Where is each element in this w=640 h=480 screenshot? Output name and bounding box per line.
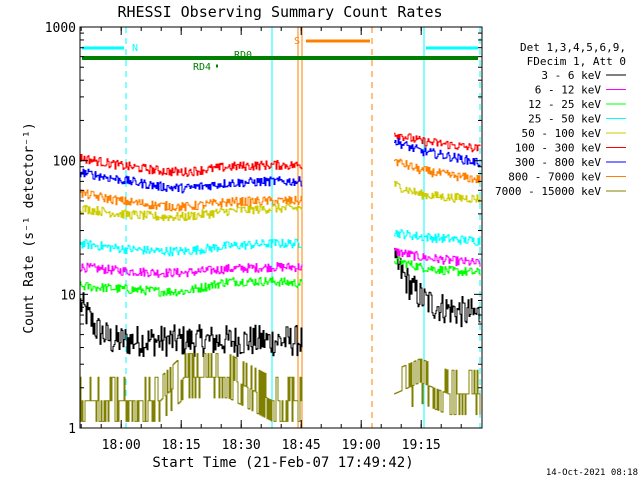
series-line-50-100-kev-0 <box>80 203 303 222</box>
legend-label-25-50-kev: 25 - 50 keV <box>528 113 601 126</box>
legend-label-6-12-kev: 6 - 12 keV <box>535 84 602 97</box>
state-bar-label-n: N <box>132 43 138 54</box>
y-tick-label: 100 <box>53 155 76 170</box>
x-tick-label: 18:15 <box>162 438 201 453</box>
series-line-25-50-kev-0 <box>80 238 303 257</box>
state-bar-label-s: S <box>294 36 300 47</box>
series-line-100-300-kev-1 <box>394 132 481 153</box>
y-tick-label: 1000 <box>45 21 76 36</box>
y-tick-label: 1 <box>68 422 76 437</box>
series-line-25-50-kev-1 <box>394 229 481 246</box>
series-line-300-800-kev-0 <box>80 168 303 194</box>
chart-title: RHESSI Observing Summary Count Rates <box>117 3 442 21</box>
series-line-100-300-kev-0 <box>80 154 303 177</box>
legend-label-300-800-kev: 300 - 800 keV <box>515 156 601 169</box>
x-tick-label: 18:45 <box>282 438 321 453</box>
legend-label-3-6-kev: 3 - 6 keV <box>541 69 601 82</box>
series-line-50-100-kev-1 <box>394 180 481 203</box>
series-line-3-6-kev-0 <box>80 292 303 357</box>
series-line-3-6-kev-1 <box>394 248 481 328</box>
x-axis-label: Start Time (21-Feb-07 17:49:42) <box>152 455 413 471</box>
x-tick-label: 19:00 <box>342 438 381 453</box>
timestamp: 14-Oct-2021 08:18 <box>546 468 638 478</box>
series-line-800-7000-kev-0 <box>80 189 303 212</box>
series-line-7000-15000-kev-1 <box>394 358 481 416</box>
y-tick-label: 10 <box>60 288 76 303</box>
legend-label-100-300-kev: 100 - 300 keV <box>515 142 601 155</box>
y-axis-label: Count Rate (s⁻¹ detector⁻¹) <box>22 122 37 333</box>
legend-header-line: FDecim 1, Att 0 <box>527 55 626 68</box>
series-line-6-12-kev-0 <box>80 262 303 278</box>
x-tick-label: 19:15 <box>402 438 441 453</box>
legend-header-line: Det 1,3,4,5,6,9, <box>520 41 626 54</box>
series-line-12-25-kev-1 <box>394 256 481 277</box>
series-line-6-12-kev-1 <box>394 247 481 267</box>
series-line-800-7000-kev-1 <box>394 158 481 184</box>
legend-label-12-25-kev: 12 - 25 keV <box>528 98 601 111</box>
series-line-12-25-kev-0 <box>80 276 303 297</box>
legend-label-7000-15000-kev: 7000 - 15000 keV <box>495 185 601 198</box>
state-bar-label-rd4: RD4 <box>193 62 211 73</box>
x-tick-label: 18:00 <box>102 438 141 453</box>
state-bar-label-rd0: RD0 <box>234 50 252 61</box>
legend-label-50-100-kev: 50 - 100 keV <box>522 127 602 140</box>
series-line-300-800-kev-1 <box>394 138 481 167</box>
series-line-7000-15000-kev-0 <box>80 353 303 422</box>
x-tick-label: 18:30 <box>222 438 261 453</box>
legend-label-800-7000-kev: 800 - 7000 keV <box>508 171 601 184</box>
